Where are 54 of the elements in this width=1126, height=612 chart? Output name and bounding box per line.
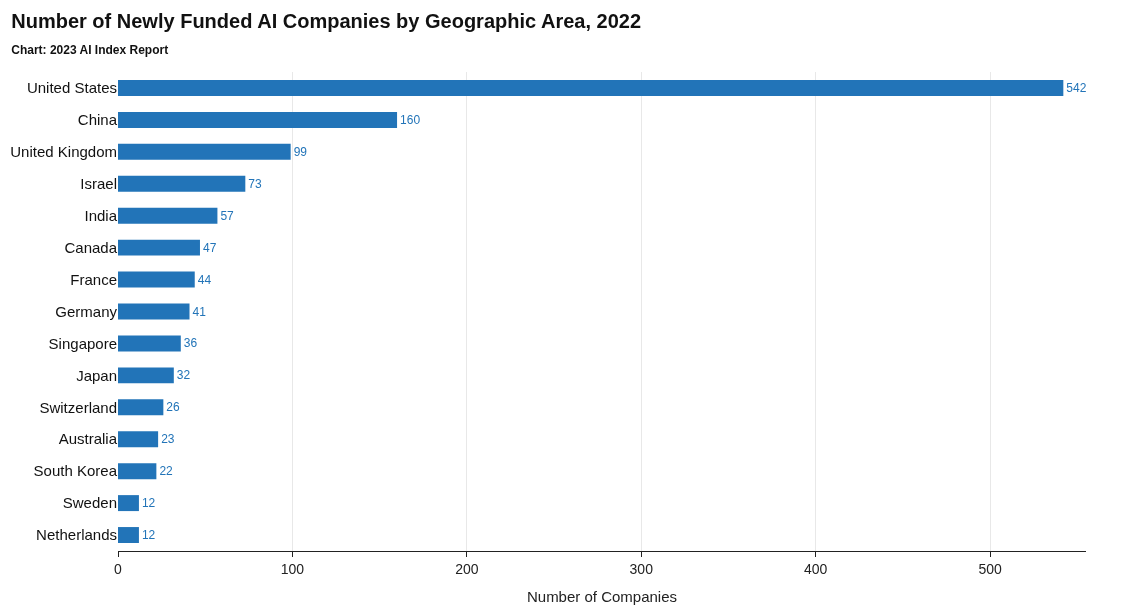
chart-subtitle: Chart: 2023 AI Index Report [11, 42, 169, 57]
data-label: 73 [248, 176, 262, 191]
bar [118, 271, 195, 288]
bar [118, 367, 174, 384]
bar [118, 431, 159, 448]
data-label: 57 [220, 208, 235, 223]
y-tick-label: South Korea [33, 462, 118, 480]
bar [118, 335, 181, 352]
data-label: 26 [166, 400, 181, 415]
data-label: 23 [161, 432, 175, 447]
x-axis-title: Number of Companies [526, 587, 678, 605]
data-label: 32 [176, 368, 191, 383]
bar [118, 527, 139, 544]
y-tick-label: Germany [55, 302, 118, 320]
bar [118, 495, 139, 512]
data-label: 47 [202, 240, 217, 255]
data-label: 99 [293, 144, 308, 159]
data-label: 22 [159, 464, 174, 479]
data-label: 542 [1066, 80, 1087, 95]
y-tick-label: Switzerland [39, 398, 117, 416]
y-tick-label: France [70, 270, 117, 288]
y-tick-label: Singapore [48, 334, 117, 352]
y-tick-label: Israel [80, 175, 117, 193]
y-tick-label: Canada [64, 238, 118, 256]
y-tick-label: Sweden [62, 494, 117, 512]
data-label: 36 [183, 336, 198, 351]
data-label: 12 [141, 496, 156, 511]
x-tick-label: 200 [455, 560, 479, 577]
y-tick-label: United Kingdom [10, 143, 117, 161]
y-tick-label: India [84, 206, 118, 224]
y-tick-label: Australia [58, 430, 118, 448]
chart-title: Number of Newly Funded AI Companies by Geographic Area, 2022 [11, 9, 642, 32]
y-tick-label: China [77, 111, 118, 129]
x-tick-label: 300 [629, 560, 654, 577]
data-label: 12 [141, 528, 156, 543]
x-tick-label: 500 [978, 560, 1002, 577]
bar [118, 463, 157, 480]
y-tick-label: United States [26, 79, 117, 97]
bar [118, 207, 218, 224]
y-tick-label: Japan [76, 366, 117, 384]
bar [118, 239, 200, 256]
data-label: 41 [192, 304, 207, 319]
bar [118, 143, 291, 160]
x-tick-label: 400 [803, 560, 828, 577]
bar [118, 111, 398, 128]
bar [118, 175, 246, 192]
y-tick-label: Netherlands [36, 526, 117, 544]
bar [118, 303, 190, 320]
data-label: 44 [197, 272, 212, 287]
data-label: 160 [400, 112, 421, 127]
x-tick-label: 100 [280, 560, 305, 577]
x-tick-label: 0 [114, 560, 123, 577]
bar [118, 399, 164, 416]
bar [118, 79, 1064, 96]
